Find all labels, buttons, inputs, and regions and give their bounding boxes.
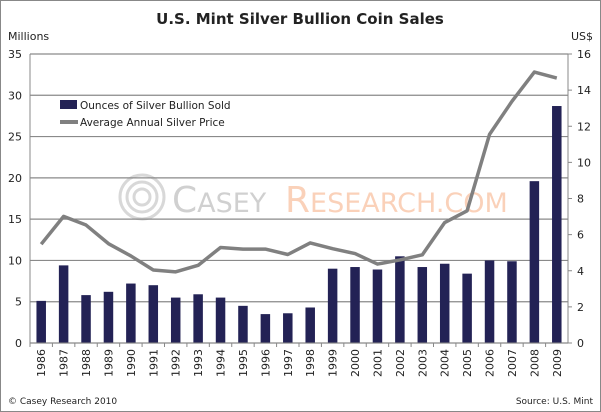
x-tick-label: 1995 — [237, 349, 250, 377]
footer-source: Source: U.S. Mint — [516, 397, 594, 407]
y2-tick-label: 4 — [577, 265, 584, 278]
y-tick-label: 30 — [8, 89, 22, 102]
bar-1994 — [215, 297, 226, 343]
bar-1987 — [58, 265, 69, 343]
y2-axis-label: US$ — [571, 30, 593, 43]
legend-label-bars: Ounces of Silver Bullion Sold — [80, 100, 231, 112]
footer-copyright: © Casey Research 2010 — [8, 397, 117, 407]
bar-2005 — [462, 273, 472, 343]
bar-2006 — [484, 260, 495, 343]
bar-2009 — [552, 106, 562, 344]
y-tick-label: 35 — [8, 48, 22, 61]
price-line — [39, 70, 558, 274]
bar-2004 — [439, 263, 450, 343]
bar-2001 — [372, 269, 383, 343]
bar-2003 — [417, 267, 428, 343]
bar-1997 — [283, 313, 293, 343]
x-tick-label: 1986 — [35, 349, 48, 377]
x-tick-label: 1996 — [259, 349, 272, 377]
legend-label-line: Average Annual Silver Price — [80, 117, 225, 129]
y2-tick-label: 0 — [577, 337, 584, 350]
legend-bar-swatch — [60, 100, 77, 109]
bar-1988 — [81, 295, 91, 343]
x-tick-label: 1999 — [327, 349, 340, 377]
bar-1998 — [305, 307, 315, 343]
y-axis-label: Millions — [8, 30, 49, 43]
y2-tick-label: 8 — [577, 193, 584, 206]
y-tick-label: 5 — [15, 296, 22, 309]
bar-2007 — [507, 261, 517, 343]
bar-1986 — [36, 300, 46, 343]
x-tick-label: 1994 — [215, 349, 228, 377]
bar-1999 — [327, 268, 338, 343]
x-tick-label: 2000 — [349, 349, 362, 377]
y2-tick-label: 2 — [577, 301, 584, 314]
y2-tick-label: 14 — [577, 84, 591, 97]
y-tick-label: 25 — [8, 131, 22, 144]
bar-1989 — [103, 291, 114, 343]
x-tick-label: 2005 — [461, 349, 474, 377]
x-tick-label: 1988 — [80, 349, 93, 377]
x-tick-label: 2004 — [439, 349, 452, 377]
bar-2000 — [350, 267, 360, 343]
x-tick-label: 1992 — [170, 349, 183, 377]
bar-2008 — [529, 181, 540, 343]
x-tick-label: 1997 — [282, 349, 295, 377]
bar-1993 — [193, 294, 203, 343]
x-tick-label: 2002 — [394, 349, 407, 377]
y2-tick-label: 6 — [577, 229, 584, 242]
y2-tick-label: 16 — [577, 48, 591, 61]
y-tick-label: 20 — [8, 172, 22, 185]
y-tick-label: 0 — [15, 337, 22, 350]
legend: Ounces of Silver Bullion Sold Average An… — [60, 100, 231, 129]
chart-title: U.S. Mint Silver Bullion Coin Sales — [156, 10, 444, 28]
y-tick-label: 10 — [8, 254, 22, 267]
x-tick-label: 2001 — [371, 349, 384, 377]
bar-1996 — [260, 314, 271, 343]
y2-tick-label: 12 — [577, 120, 591, 133]
x-tick-label: 2003 — [416, 349, 429, 377]
bar-1992 — [170, 297, 181, 343]
x-tick-label: 2007 — [506, 349, 519, 377]
bar-1991 — [148, 285, 159, 343]
y-tick-label: 15 — [8, 213, 22, 226]
x-tick-label: 2006 — [484, 349, 497, 377]
y2-tick-label: 10 — [577, 156, 591, 169]
x-tick-label: 1989 — [102, 349, 115, 377]
x-tick-label: 1993 — [192, 349, 205, 377]
bar-1990 — [126, 283, 136, 343]
x-tick-label: 1990 — [125, 349, 138, 377]
bar-2002 — [395, 256, 405, 343]
x-tick-label: 2009 — [551, 349, 564, 377]
x-tick-label: 1991 — [147, 349, 160, 377]
x-tick-label: 1987 — [58, 349, 71, 377]
x-tick-label: 2008 — [528, 349, 541, 377]
bar-1995 — [238, 305, 248, 343]
svg-text:CASEY: CASEY — [172, 180, 267, 221]
x-tick-label: 1998 — [304, 349, 317, 377]
